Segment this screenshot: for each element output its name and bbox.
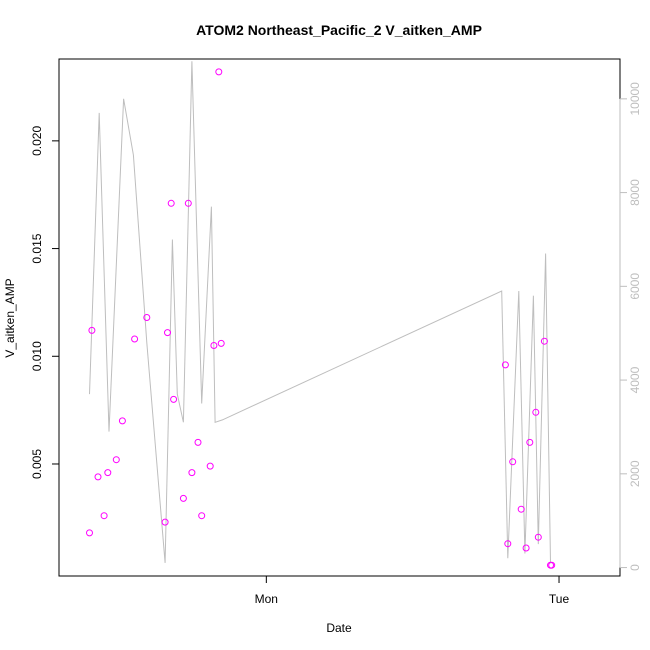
y2-tick-label-5: 10000 (628, 82, 642, 116)
y2-tick-label-1: 2000 (628, 460, 642, 487)
data-point-21 (217, 339, 225, 347)
line-series-layer (89, 61, 552, 564)
y-tick-label-1: 0.010 (30, 341, 44, 371)
data-point-13 (179, 494, 187, 502)
data-point-6 (118, 417, 126, 425)
y-tick-label-2: 0.015 (30, 233, 44, 263)
x-tick-label-0: Mon (255, 592, 278, 606)
data-point-11 (167, 199, 175, 207)
data-point-26 (522, 544, 530, 552)
y-tick-label-3: 0.020 (30, 126, 44, 156)
data-point-1 (88, 326, 96, 334)
data-point-27 (526, 438, 534, 446)
data-point-2 (94, 473, 102, 481)
y2-tick-label-0: 0 (628, 564, 642, 571)
data-point-7 (131, 335, 139, 343)
chart-title: ATOM2 Northeast_Pacific_2 V_aitken_AMP (196, 22, 482, 38)
right-axis-line-series (89, 61, 552, 564)
data-point-29 (534, 533, 542, 541)
axes-layer: Mon Tue 0.005 0.010 0.015 0.020 0 2000 4000 6000 8… (30, 82, 642, 606)
data-point-8 (143, 314, 151, 321)
y-tick-label-0: 0.005 (30, 449, 44, 479)
data-point-20 (215, 68, 223, 76)
data-point-9 (161, 518, 169, 526)
data-point-28 (532, 408, 540, 416)
data-point-18 (206, 462, 214, 470)
data-point-24 (509, 458, 517, 466)
plot-frame (58, 58, 621, 577)
y2-tick-label-4: 8000 (628, 179, 642, 206)
data-point-25 (517, 505, 525, 513)
data-point-32 (548, 561, 556, 569)
y2-tick-label-2: 4000 (628, 366, 642, 393)
y-axis-label: V_aitken_AMP (3, 278, 17, 357)
data-point-30 (540, 337, 548, 345)
data-point-0 (86, 529, 93, 537)
data-point-23 (504, 540, 512, 548)
data-point-12 (170, 395, 178, 403)
data-point-17 (198, 512, 206, 520)
data-point-16 (194, 438, 202, 446)
data-point-14 (184, 199, 192, 207)
x-tick-label-1: Tue (549, 592, 570, 606)
data-point-15 (188, 469, 196, 477)
point-series-layer (86, 68, 556, 569)
data-point-22 (501, 361, 509, 369)
data-point-3 (100, 512, 108, 520)
data-point-19 (210, 342, 218, 349)
data-point-10 (164, 329, 171, 337)
x-axis-label: Date (326, 621, 352, 635)
data-point-5 (112, 456, 120, 464)
y2-tick-label-3: 6000 (628, 273, 642, 300)
data-point-4 (104, 469, 112, 477)
